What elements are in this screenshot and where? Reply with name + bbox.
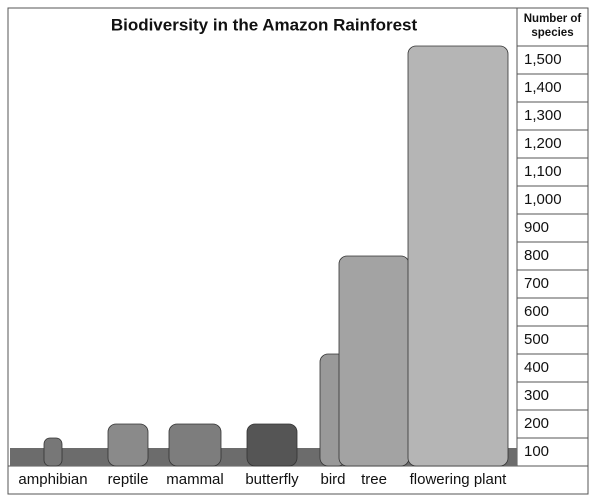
y-tick-label: 400: [524, 359, 549, 376]
bar: [168, 423, 222, 467]
y-tick-label: 800: [524, 247, 549, 264]
chart-title: Biodiversity in the Amazon Rainforest: [111, 15, 418, 34]
y-tick-label: 500: [524, 331, 549, 348]
bar: [107, 423, 149, 467]
x-tick-label: tree: [361, 471, 387, 488]
x-tick-label: reptile: [108, 471, 149, 488]
y-tick-label: 1,000: [524, 191, 562, 208]
y-tick-label: 1,400: [524, 79, 562, 96]
y-tick-label: 600: [524, 303, 549, 320]
bar: [246, 423, 298, 467]
x-tick-label: bird: [320, 471, 345, 488]
y-tick-label: 900: [524, 219, 549, 236]
x-tick-label: flowering plant: [410, 471, 508, 488]
y-tick-label: 300: [524, 387, 549, 404]
x-tick-label: amphibian: [18, 471, 87, 488]
x-tick-label: butterfly: [245, 471, 299, 488]
bar: [43, 437, 63, 467]
y-tick-label: 200: [524, 415, 549, 432]
y-tick-label: 1,200: [524, 135, 562, 152]
y-tick-label: 1,500: [524, 51, 562, 68]
x-tick-label: mammal: [166, 471, 224, 488]
y-tick-label: 100: [524, 443, 549, 460]
axis-title-box: Number of species: [523, 13, 582, 39]
axis-title: Number of species: [523, 13, 582, 39]
frame: [7, 7, 589, 495]
y-tick-label: 1,300: [524, 107, 562, 124]
y-tick-label: 700: [524, 275, 549, 292]
bar: [407, 45, 509, 467]
bar: [338, 255, 410, 467]
y-tick-label: 1,100: [524, 163, 562, 180]
